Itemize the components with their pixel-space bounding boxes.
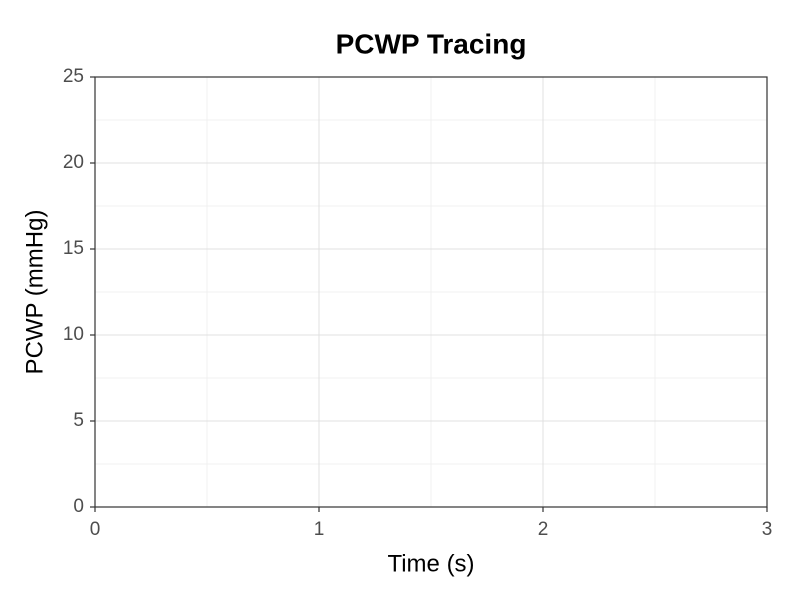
x-axis-label: Time (s) bbox=[387, 550, 474, 577]
y-tick-label: 0 bbox=[73, 496, 84, 517]
y-axis-label: PCWP (mmHg) bbox=[21, 210, 48, 375]
x-tick-label: 0 bbox=[90, 519, 101, 540]
y-tick-label: 5 bbox=[73, 410, 84, 431]
y-tick-label: 25 bbox=[63, 66, 84, 87]
x-tick-label: 3 bbox=[762, 519, 773, 540]
y-tick-label: 15 bbox=[63, 238, 84, 259]
plot-border bbox=[94, 76, 768, 508]
chart-title: PCWP Tracing bbox=[336, 28, 527, 59]
y-tick-label: 10 bbox=[63, 324, 84, 345]
y-tick-label: 20 bbox=[63, 152, 84, 173]
x-tick-label: 1 bbox=[314, 519, 325, 540]
x-tick-label: 2 bbox=[538, 519, 549, 540]
